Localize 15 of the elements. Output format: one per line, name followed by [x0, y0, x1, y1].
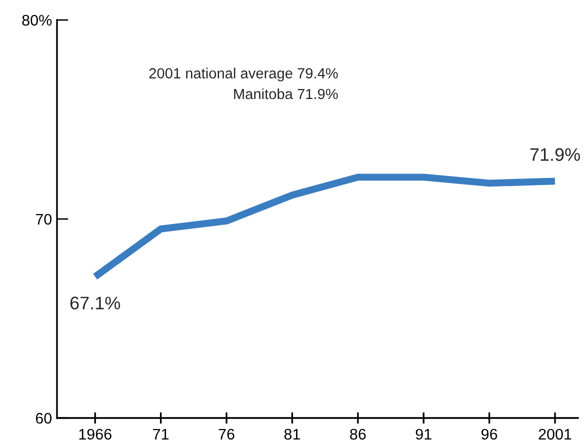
- y-tick-label: 70: [36, 214, 52, 225]
- x-tick-label: 2001: [538, 428, 572, 440]
- annotation: 2001 national average 79.4%: [149, 68, 338, 82]
- annotation: Manitoba 71.9%: [234, 88, 338, 100]
- y-tick-label: 80%: [22, 14, 52, 26]
- y-tick-label: 60: [36, 412, 52, 424]
- x-tick-label: 81: [284, 428, 300, 440]
- x-tick-label: 96: [482, 428, 498, 440]
- x-tick-label: 71: [153, 428, 169, 440]
- x-tick-label: 91: [416, 428, 432, 440]
- x-tick-label: 1966: [79, 428, 112, 440]
- x-tick-label: 76: [218, 428, 234, 440]
- data-label: 67.1%: [70, 296, 120, 310]
- x-tick-label: 86: [350, 428, 366, 440]
- data-label: 71.9%: [530, 148, 580, 161]
